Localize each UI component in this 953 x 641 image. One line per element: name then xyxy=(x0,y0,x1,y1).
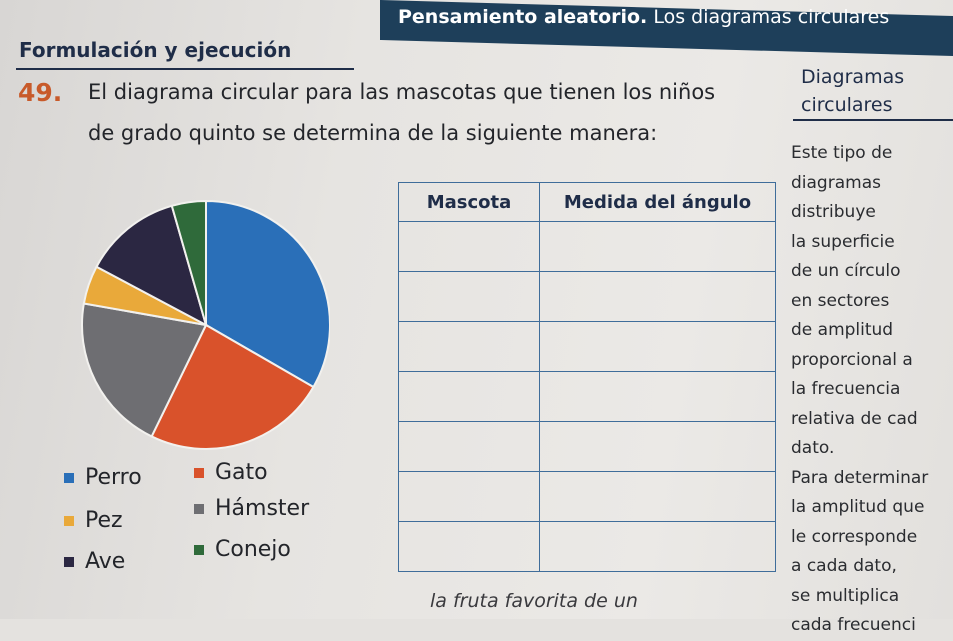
table-cell xyxy=(539,221,776,272)
legend-item-gato: Gato xyxy=(194,460,268,485)
header-title-rest: Los diagramas circulares xyxy=(647,6,890,28)
legend-item-perro: Perro xyxy=(64,465,142,490)
table-cell xyxy=(398,221,540,272)
legend-item-hamster: Hámster xyxy=(194,496,309,521)
table-cell xyxy=(539,471,776,522)
legend-swatch xyxy=(64,473,74,483)
table-cell xyxy=(398,371,540,422)
table-row xyxy=(398,521,776,572)
table-row xyxy=(398,271,776,322)
pie-slice-hamster xyxy=(81,302,208,438)
table-row xyxy=(398,421,776,472)
legend-item-conejo: Conejo xyxy=(194,537,291,562)
table-header-mascota: Mascota xyxy=(398,182,540,222)
sidebar-text: Este tipo de diagramas distribuye la sup… xyxy=(791,139,928,641)
table-cell xyxy=(539,271,776,322)
legend-label: Hámster xyxy=(215,496,310,521)
exercise-number: 49. xyxy=(18,78,63,107)
sidebar-line: diagramas xyxy=(791,172,881,193)
sidebar-line: en sectores xyxy=(791,290,890,311)
sidebar-line: cada frecuenci xyxy=(791,615,916,635)
sidebar-line: de un círculo xyxy=(791,261,901,281)
sidebar-line: la frecuencia xyxy=(791,379,901,399)
exercise-text-line1: El diagrama circular para las mascotas q… xyxy=(88,80,716,104)
table-row xyxy=(398,221,776,272)
legend-label: Pez xyxy=(85,508,123,533)
pie-slice-gato xyxy=(150,323,315,450)
table-cell xyxy=(539,321,776,372)
sidebar-line: relativa de cad xyxy=(791,408,918,429)
sidebar-line: proporcional a xyxy=(791,349,913,370)
legend-item-ave: Ave xyxy=(64,549,125,574)
legend-swatch xyxy=(64,516,74,526)
sidebar-line: Este tipo de xyxy=(791,143,893,163)
sidebar-line: a cada dato, xyxy=(791,556,897,576)
legend-label: Conejo xyxy=(215,537,291,562)
table-cell xyxy=(398,521,540,572)
table-cell xyxy=(539,421,776,472)
table-cell xyxy=(398,421,540,472)
sidebar-line: de amplitud xyxy=(791,320,894,340)
legend-label: Gato xyxy=(215,460,268,485)
sidebar-line: la superficie xyxy=(791,231,895,252)
sidebar-title-line1: Diagramas xyxy=(801,66,905,88)
pie-slice-conejo xyxy=(170,199,207,326)
legend-swatch xyxy=(194,468,204,478)
sidebar-title-line2: circulares xyxy=(801,94,893,116)
table-cell xyxy=(539,521,776,572)
table-header-row: Mascota Medida del ángulo xyxy=(398,182,776,222)
table-cell xyxy=(539,371,776,422)
table-row xyxy=(398,471,776,522)
legend-item-pez: Pez xyxy=(64,508,123,533)
section-label: Formulación y ejecución xyxy=(19,38,292,62)
legend-label: Perro xyxy=(85,465,142,490)
sidebar-line: le corresponde xyxy=(791,526,918,547)
legend-swatch xyxy=(194,504,204,514)
table-header-angulo: Medida del ángulo xyxy=(539,182,776,222)
sidebar-title: Diagramas circulares xyxy=(801,63,904,119)
section-rule xyxy=(16,68,354,70)
bottom-text: la fruta favorita de un xyxy=(430,590,638,612)
sidebar-rule xyxy=(793,119,953,121)
table-cell xyxy=(398,321,540,372)
legend-swatch xyxy=(64,557,74,567)
sidebar-line: dato. xyxy=(791,438,835,458)
table-cell xyxy=(398,271,540,322)
legend-swatch xyxy=(194,545,204,555)
table-cell xyxy=(398,471,540,522)
sidebar-line: distribuye xyxy=(791,202,876,222)
sidebar-line: la amplitud que xyxy=(791,497,925,517)
angle-table: Mascota Medida del ángulo xyxy=(398,182,776,572)
legend-label: Ave xyxy=(85,549,126,574)
pie-slice-perro xyxy=(205,199,330,389)
exercise-text-line2: de grado quinto se determina de la sigui… xyxy=(88,121,658,145)
pie-slice-ave xyxy=(95,204,208,327)
header-title: Pensamiento aleatorio. Los diagramas cir… xyxy=(398,6,889,28)
sidebar-line: Para determinar xyxy=(791,467,929,488)
table-row xyxy=(398,371,776,422)
table-row xyxy=(398,321,776,372)
pie-chart xyxy=(81,199,330,450)
sidebar-line: se multiplica xyxy=(791,585,900,606)
header-title-bold: Pensamiento aleatorio. xyxy=(398,6,648,28)
